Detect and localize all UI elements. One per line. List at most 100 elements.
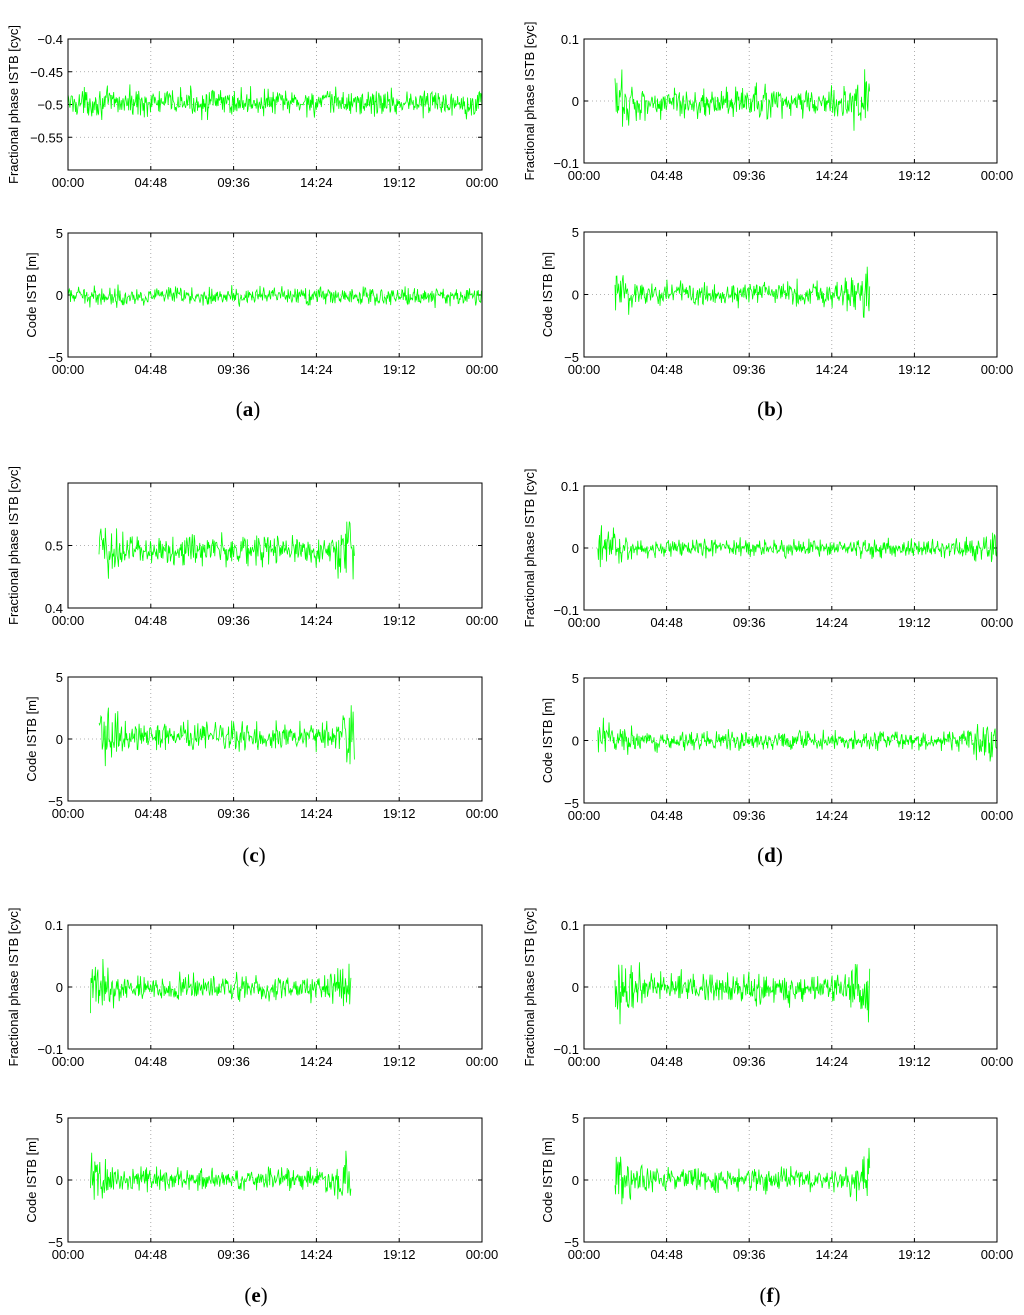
x-tick-label: 19:12 <box>383 806 416 821</box>
x-tick-label: 00:00 <box>981 808 1014 823</box>
y-tick-label: 0 <box>56 288 63 303</box>
y-tick-label: 5 <box>56 226 63 241</box>
x-tick-label: 09:36 <box>217 806 250 821</box>
x-tick-label: 00:00 <box>981 362 1014 377</box>
axes-frame <box>583 924 998 1050</box>
y-tick-label: −0.1 <box>553 603 579 618</box>
x-tick-label: 00:00 <box>568 808 601 823</box>
x-tick-label: 14:24 <box>816 1247 849 1262</box>
y-tick-label: −5 <box>48 1235 63 1250</box>
y-tick-label: 0 <box>572 288 579 303</box>
y-tick-label: −0.45 <box>30 65 63 80</box>
x-tick-label: 00:00 <box>568 362 601 377</box>
axes-frame <box>67 1117 483 1243</box>
y-tick-label: −5 <box>48 350 63 365</box>
y-tick-label: 5 <box>572 1111 579 1126</box>
y-tick-label: 0.1 <box>561 918 579 933</box>
axes-frame <box>583 38 998 164</box>
axes-frame <box>67 482 483 609</box>
plot-area-group: 00:00 04:48 09:36 14:24 19:12 00:00 −0.4 −0.45 −… <box>6 22 1013 1262</box>
y-tick-label: −5 <box>48 794 63 809</box>
x-tick-label: 09:36 <box>733 615 766 630</box>
x-tick-label: 14:24 <box>300 613 333 628</box>
x-tick-label: 19:12 <box>383 1247 416 1262</box>
panel-label-c: (c) <box>242 843 265 867</box>
y-tick-label: 5 <box>572 671 579 686</box>
series-line-c-code <box>98 705 355 767</box>
x-tick-label: 14:24 <box>300 362 333 377</box>
x-tick-label: 00:00 <box>52 613 85 628</box>
x-tick-label: 19:12 <box>898 1054 931 1069</box>
y-tick-label: −0.1 <box>37 1042 63 1057</box>
y-tick-label: −0.55 <box>30 130 63 145</box>
x-tick-label: 14:24 <box>816 1054 849 1069</box>
y-tick-label: −5 <box>564 350 579 365</box>
y-axis-label: Code ISTB [m] <box>540 698 555 783</box>
x-tick-label: 19:12 <box>383 1054 416 1069</box>
y-tick-label: −0.5 <box>37 98 63 113</box>
x-tick-label: 00:00 <box>568 1054 601 1069</box>
y-tick-label: 0 <box>572 980 579 995</box>
series-line-d-code <box>597 717 998 762</box>
x-tick-label: 19:12 <box>898 1247 931 1262</box>
x-tick-label: 00:00 <box>981 1247 1014 1262</box>
y-axis-label: Code ISTB [m] <box>24 696 39 781</box>
panel-label-e: (e) <box>244 1283 267 1307</box>
x-tick-label: 19:12 <box>898 615 931 630</box>
y-tick-label: 0 <box>572 541 579 556</box>
series-line-b-phase <box>614 69 871 131</box>
axes-c-code: 00:00 04:48 09:36 14:24 19:12 00:00 5 0 −5 Code I… <box>24 670 498 821</box>
series-line-b-code <box>614 266 871 319</box>
series-line-e-code <box>90 1150 352 1200</box>
y-tick-label: 0 <box>56 980 63 995</box>
x-tick-label: 19:12 <box>383 175 416 190</box>
x-tick-label: 00:00 <box>981 1054 1014 1069</box>
x-tick-label: 04:48 <box>135 613 168 628</box>
y-tick-label: −0.1 <box>553 1042 579 1057</box>
x-tick-label: 04:48 <box>135 806 168 821</box>
y-tick-label: −0.1 <box>553 156 579 171</box>
x-tick-label: 19:12 <box>898 362 931 377</box>
axes-frame <box>583 231 998 358</box>
x-tick-label: 09:36 <box>217 1247 250 1262</box>
x-tick-label: 04:48 <box>650 808 683 823</box>
x-tick-label: 14:24 <box>816 808 849 823</box>
panel-label-a: (a) <box>236 397 261 421</box>
axes-frame <box>67 38 483 171</box>
x-tick-label: 00:00 <box>466 175 499 190</box>
y-tick-label: 0.4 <box>45 601 63 616</box>
x-tick-label: 00:00 <box>52 806 85 821</box>
x-tick-label: 09:36 <box>217 1054 250 1069</box>
x-tick-label: 04:48 <box>650 1247 683 1262</box>
y-tick-label: 0.1 <box>561 32 579 47</box>
y-tick-label: 0.1 <box>561 479 579 494</box>
y-tick-label: 5 <box>572 225 579 240</box>
x-tick-label: 04:48 <box>135 1054 168 1069</box>
x-tick-label: 00:00 <box>568 168 601 183</box>
x-tick-label: 04:48 <box>135 175 168 190</box>
x-tick-label: 09:36 <box>733 168 766 183</box>
x-tick-label: 00:00 <box>52 175 85 190</box>
axes-a-code: 00:00 04:48 09:36 14:24 19:12 00:00 5 0 −5 Code I… <box>24 226 498 377</box>
y-axis-label: Code ISTB [m] <box>24 252 39 337</box>
panel-label-b: (b) <box>757 397 783 421</box>
y-tick-label: 0.1 <box>45 918 63 933</box>
series-line-d-phase <box>597 525 998 568</box>
x-tick-label: 00:00 <box>981 615 1014 630</box>
series-line-a-phase <box>67 84 483 121</box>
series-line-e-phase <box>90 958 352 1014</box>
y-tick-label: 0 <box>572 1173 579 1188</box>
y-tick-label: 0 <box>572 94 579 109</box>
y-axis-label: Fractional phase ISTB [cyc] <box>6 25 21 184</box>
axes-c-phase: 00:00 04:48 09:36 14:24 19:12 00:00 0.5 0.4 Frac… <box>6 466 498 628</box>
y-axis-label: Fractional phase ISTB [cyc] <box>522 469 537 628</box>
x-tick-label: 19:12 <box>898 168 931 183</box>
y-axis-label: Code ISTB [m] <box>540 1137 555 1222</box>
x-tick-label: 14:24 <box>300 175 333 190</box>
x-tick-label: 00:00 <box>52 1247 85 1262</box>
y-tick-label: 0 <box>56 732 63 747</box>
x-tick-label: 00:00 <box>466 1247 499 1262</box>
x-tick-label: 04:48 <box>650 362 683 377</box>
x-tick-label: 04:48 <box>135 362 168 377</box>
axes-frame <box>67 924 483 1050</box>
